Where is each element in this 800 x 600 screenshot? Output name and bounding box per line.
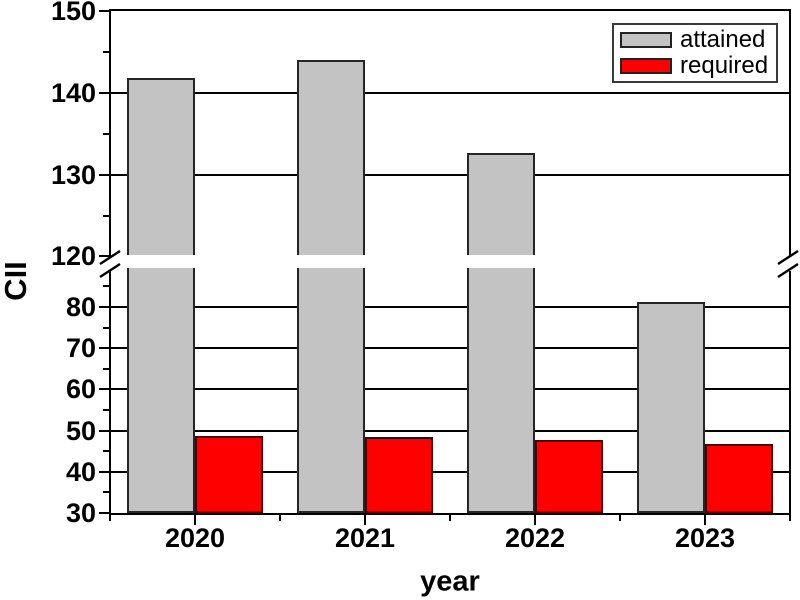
y-minor-tick-85	[103, 285, 109, 288]
gridline-y-130	[111, 173, 789, 176]
y-minor-tick-75	[103, 326, 109, 329]
y-tick-120	[99, 255, 109, 258]
y-minor-tick-35	[103, 491, 109, 494]
y-minor-tick-145	[103, 50, 109, 53]
x-tick-label-2020: 2020	[164, 523, 226, 553]
y-minor-tick-65	[103, 367, 109, 370]
legend: attained required	[612, 23, 778, 83]
plot-area	[109, 9, 791, 515]
legend-label-attained: attained	[680, 25, 766, 53]
y-tick-50	[99, 429, 109, 432]
bar-required-2020	[195, 435, 263, 513]
legend-swatch-attained	[620, 31, 672, 48]
x-minor-tick-2	[449, 515, 451, 521]
y-tick-label-80: 80	[65, 292, 96, 322]
x-tick-2021	[364, 515, 366, 525]
bar-attained-2022	[467, 153, 535, 513]
y-tick-150	[99, 10, 109, 12]
y-tick-30	[99, 512, 109, 514]
y-tick-label-60: 60	[65, 374, 96, 405]
x-minor-tick-4	[789, 515, 791, 521]
y-tick-130	[99, 173, 109, 176]
y-axis-label: CII	[0, 261, 33, 301]
y-tick-label-70: 70	[65, 333, 96, 364]
legend-item-required: required	[620, 54, 776, 78]
x-tick-2020	[194, 515, 196, 525]
x-tick-label-2023: 2023	[674, 523, 736, 553]
x-tick-2022	[534, 515, 536, 525]
gridline-y-40	[111, 470, 789, 473]
x-tick-label-2022: 2022	[504, 523, 566, 553]
y-tick-40	[99, 470, 109, 473]
x-minor-tick-3	[619, 515, 621, 521]
gridline-y-50	[111, 429, 789, 432]
gridline-y-140	[111, 91, 789, 94]
x-axis-label: year	[420, 565, 480, 598]
y-tick-140	[99, 91, 109, 94]
y-minor-tick-125	[103, 214, 109, 217]
bar-attained-2021	[297, 60, 365, 513]
y-tick-80	[99, 306, 109, 308]
y-minor-tick-45	[103, 450, 109, 453]
bar-attained-2023	[637, 301, 705, 513]
x-tick-label-2021: 2021	[334, 523, 396, 553]
legend-item-attained: attained	[620, 25, 776, 53]
y-minor-tick-55	[103, 409, 109, 411]
y-tick-label-130: 130	[50, 159, 96, 190]
y-tick-60	[99, 388, 109, 391]
x-tick-2023	[704, 515, 706, 525]
y-tick-label-120: 120	[50, 241, 96, 272]
gridline-y-70	[111, 347, 789, 350]
bar-required-2023	[705, 443, 773, 513]
y-minor-tick-135	[103, 132, 109, 135]
y-tick-70	[99, 347, 109, 350]
y-tick-label-30: 30	[65, 498, 96, 528]
y-tick-label-150: 150	[50, 0, 96, 26]
legend-label-required: required	[680, 52, 769, 80]
gridline-y-80	[111, 306, 789, 308]
bar-required-2022	[535, 439, 603, 513]
x-minor-tick-0	[109, 515, 111, 521]
gridline-y-60	[111, 388, 789, 391]
bar-required-2021	[365, 437, 433, 513]
x-minor-tick-1	[279, 515, 281, 521]
legend-swatch-required	[620, 58, 672, 75]
bar-attained-2020	[127, 78, 195, 513]
y-tick-label-50: 50	[65, 415, 96, 446]
y-tick-label-40: 40	[65, 456, 96, 487]
y-tick-label-140: 140	[50, 77, 96, 108]
